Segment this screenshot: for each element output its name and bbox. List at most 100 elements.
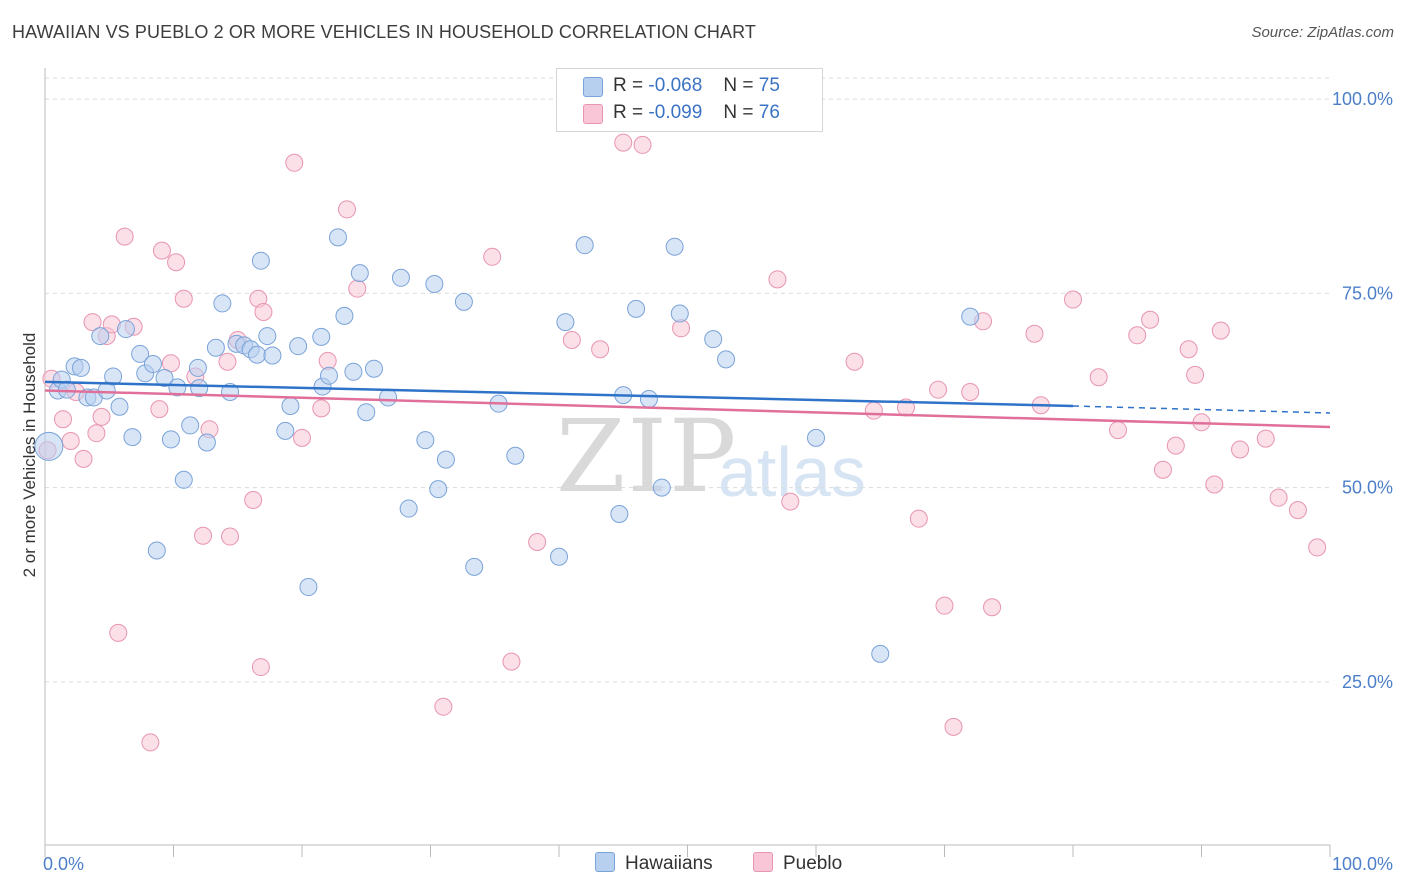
hawaiians-point: [665, 237, 684, 256]
pueblo-point: [614, 133, 633, 152]
pueblo-point: [502, 652, 521, 671]
pueblo-point: [768, 270, 787, 289]
pueblo-point: [929, 380, 948, 399]
hawaiians-point: [168, 378, 187, 397]
y-tick-label: 75.0%: [1342, 283, 1393, 303]
hawaiians-point: [213, 294, 232, 313]
hawaiians-point: [91, 327, 110, 346]
hawaiians-point: [131, 344, 150, 363]
tick-labels: 25.0% 50.0% 75.0% 100.0% 0.0% 100.0%: [43, 89, 1393, 874]
pueblo-point: [244, 491, 263, 510]
hawaiians-points: [34, 228, 980, 663]
hawaiians-point: [364, 359, 383, 378]
grid-lines: [45, 77, 1330, 683]
hawaiians-point: [116, 320, 135, 339]
pueblo-point: [218, 352, 237, 371]
stats-legend: R = -0.068 N = 75 R = -0.099 N = 76: [556, 68, 823, 132]
legend-r-value: -0.068: [648, 75, 703, 96]
hawaiians-point: [104, 367, 123, 386]
legend-item-hawaiians[interactable]: Hawaiians: [595, 852, 713, 875]
hawaiians-point: [276, 421, 295, 440]
pueblo-point: [483, 247, 502, 266]
chart-title: HAWAIIAN VS PUEBLO 2 OR MORE VEHICLES IN…: [12, 22, 756, 42]
pueblo-point: [152, 241, 171, 260]
hawaiians-point: [197, 433, 216, 452]
hawaiians-point: [299, 578, 318, 597]
pueblo-point: [434, 697, 453, 716]
pueblo-trend-line: [44, 389, 1331, 429]
pueblo-swatch: [583, 104, 603, 124]
pueblo-point: [293, 428, 311, 447]
hawaiians-point: [110, 397, 129, 416]
pueblo-point: [141, 733, 160, 752]
hawaiians-point: [652, 478, 671, 497]
hawaiians-point: [147, 541, 166, 560]
y-tick-label: 50.0%: [1342, 478, 1393, 498]
hawaiians-point: [123, 428, 142, 447]
hawaiians-point: [610, 504, 629, 523]
axes: [44, 68, 1331, 857]
hawaiians-point: [506, 446, 525, 465]
legend-n-value: 76: [758, 102, 780, 123]
source-label[interactable]: Source: ZipAtlas.com: [1251, 24, 1394, 41]
pueblo-point: [528, 532, 547, 551]
pueblo-point: [1308, 538, 1327, 557]
pueblo-point: [1179, 340, 1198, 359]
pueblo-point: [935, 596, 954, 615]
hawaiians-point: [416, 431, 435, 450]
hawaiians-point: [639, 390, 658, 409]
pueblo-point: [1089, 368, 1108, 387]
pueblo-point: [92, 407, 111, 426]
hawaiians-point: [961, 307, 980, 326]
pueblo-point: [983, 598, 1002, 617]
hawaiians-point: [627, 299, 646, 318]
legend-r-label: R =: [613, 75, 644, 96]
pueblo-point: [1288, 501, 1307, 520]
hawaiians-point: [335, 306, 354, 325]
pueblo-point: [337, 200, 356, 219]
watermark-zip: ZIP: [556, 398, 739, 515]
pueblo-point: [781, 492, 800, 511]
hawaiians-point: [71, 358, 90, 377]
pueblo-point: [87, 424, 106, 443]
pueblo-point: [633, 135, 652, 154]
legend-item-pueblo[interactable]: Pueblo: [753, 852, 842, 875]
pueblo-point: [1231, 440, 1250, 459]
pueblo-point: [961, 383, 980, 402]
hawaiians-point: [350, 264, 369, 283]
pueblo-point: [61, 431, 80, 450]
hawaiians-point: [161, 430, 180, 449]
pueblo-point: [591, 340, 610, 359]
pueblo-point: [944, 717, 963, 736]
hawaiians-point: [575, 236, 594, 255]
hawaiians-point: [251, 251, 270, 270]
hawaiians-point: [670, 304, 689, 323]
pueblo-point: [312, 399, 331, 418]
pueblo-point: [251, 658, 270, 677]
pueblo-point: [1211, 321, 1230, 340]
pueblo-point: [562, 330, 581, 349]
hawaiians-point: [556, 313, 575, 332]
pueblo-point: [1153, 460, 1172, 479]
hawaiians-point: [344, 362, 363, 381]
pueblo-point: [1025, 324, 1044, 343]
hawaiians-point: [143, 355, 162, 374]
pueblo-point: [1064, 290, 1082, 309]
pueblo-point: [174, 289, 193, 308]
hawaiians-point: [289, 337, 308, 356]
hawaiians-point: [34, 431, 64, 461]
pueblo-point: [254, 302, 273, 321]
hawaiians-point: [181, 416, 200, 435]
legend-n-label: N =: [723, 102, 754, 123]
pueblo-point: [53, 410, 72, 429]
hawaiians-point: [263, 346, 282, 365]
hawaiians-point: [319, 366, 338, 385]
pueblo-point: [194, 526, 213, 545]
pueblo-point: [150, 400, 169, 419]
hawaiians-point: [807, 428, 825, 447]
hawaiians-point: [188, 358, 207, 377]
pueblo-point: [1108, 421, 1127, 440]
legend-label-pueblo: Pueblo: [783, 853, 843, 874]
hawaiians-point: [717, 350, 736, 369]
hawaiians-point: [550, 547, 568, 566]
